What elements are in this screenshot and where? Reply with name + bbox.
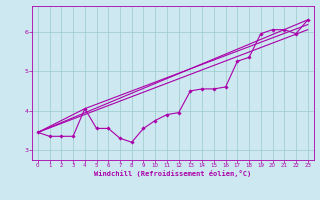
X-axis label: Windchill (Refroidissement éolien,°C): Windchill (Refroidissement éolien,°C) [94,170,252,177]
